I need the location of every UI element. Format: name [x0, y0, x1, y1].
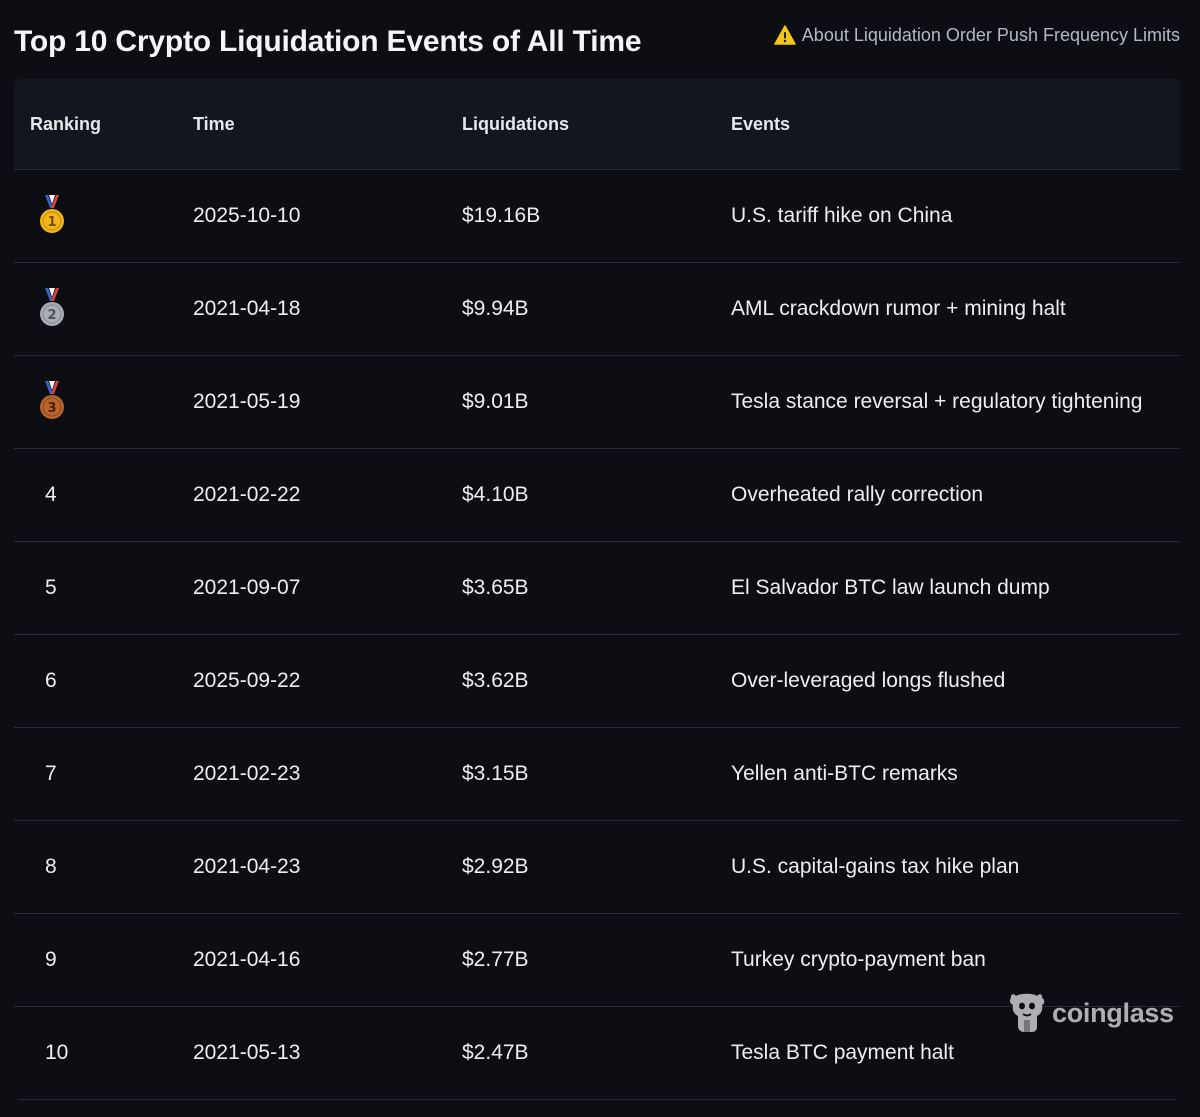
cell-liquidations: $3.15B	[462, 762, 529, 785]
cell-liquidations: $19.16B	[462, 204, 541, 227]
cell-event: El Salvador BTC law launch dump	[731, 576, 1050, 599]
cell-time: 2021-09-07	[193, 576, 301, 599]
column-header-time: Time	[193, 113, 235, 134]
column-header-liquidations: Liquidations	[462, 113, 569, 134]
column-header-events: Events	[731, 113, 791, 134]
rank-number: 10	[45, 1041, 69, 1064]
cell-event: Tesla BTC payment halt	[731, 1041, 954, 1064]
table-row: 6 2025-09-22 $3.62B Over-leveraged longs fl…	[14, 635, 1180, 728]
bronze-medal-icon: 3	[40, 381, 64, 419]
cell-rank: 5	[14, 576, 193, 600]
cell-liquidations: $4.10B	[462, 483, 529, 506]
cell-rank: 1	[14, 195, 193, 236]
cell-rank: 2	[14, 288, 193, 329]
table-body: 1 2025-10-10 $19.16B U.S. tariff hike on Ch…	[14, 170, 1180, 1100]
cell-liquidations: $2.47B	[462, 1041, 529, 1064]
table-row: 2 2021-04-18 $9.94B AML crackdown rumor + m…	[14, 263, 1180, 356]
frequency-limits-link[interactable]: About Liquidation Order Push Frequency L…	[774, 24, 1180, 46]
cell-event: Tesla stance reversal + regulatory tight…	[731, 390, 1143, 413]
rank-number: 6	[45, 669, 57, 692]
cell-rank: 10	[14, 1041, 193, 1065]
cell-event: Over-leveraged longs flushed	[731, 669, 1006, 692]
table-row: 4 2021-02-22 $4.10B Overheated rally correc…	[14, 449, 1180, 542]
cell-rank: 3	[14, 381, 193, 422]
medal-rank-number: 3	[47, 401, 56, 416]
table-row: 10 2021-05-13 $2.47B Tesla BTC payment halt	[14, 1007, 1180, 1100]
cell-time: 2021-04-18	[193, 297, 301, 320]
table-row: 3 2021-05-19 $9.01B Tesla stance reversal +…	[14, 356, 1180, 449]
cell-time: 2021-04-16	[193, 948, 301, 971]
gold-medal-icon: 1	[40, 195, 64, 233]
cell-liquidations: $3.65B	[462, 576, 529, 599]
cell-rank: 9	[14, 948, 193, 972]
cell-time: 2021-02-22	[193, 483, 301, 506]
cell-rank: 7	[14, 762, 193, 786]
cell-time: 2025-10-10	[193, 204, 301, 227]
frequency-limits-text: About Liquidation Order Push Frequency L…	[801, 25, 1180, 45]
cell-liquidations: $9.94B	[462, 297, 529, 320]
medal-rank-number: 1	[47, 215, 56, 230]
warning-icon	[774, 25, 796, 45]
rank-number: 7	[45, 762, 57, 785]
cell-event: U.S. tariff hike on China	[731, 204, 953, 227]
cell-time: 2021-02-23	[193, 762, 301, 785]
rank-number: 8	[45, 855, 57, 878]
rank-number: 9	[45, 948, 57, 971]
cell-time: 2021-05-13	[193, 1041, 301, 1064]
table-row: 7 2021-02-23 $3.15B Yellen anti-BTC remarks	[14, 728, 1180, 821]
cell-event: Yellen anti-BTC remarks	[731, 762, 958, 785]
liquidation-table: Ranking Time Liquidations Events 1 2025-1…	[14, 79, 1180, 1100]
table-row: 8 2021-04-23 $2.92B U.S. capital-gains tax …	[14, 821, 1180, 914]
page-title: Top 10 Crypto Liquidation Events of All …	[14, 25, 642, 58]
rank-number: 4	[45, 483, 57, 506]
table-header: Ranking Time Liquidations Events	[14, 79, 1180, 170]
cell-rank: 6	[14, 669, 193, 693]
rank-number: 5	[45, 576, 57, 599]
table-row: 1 2025-10-10 $19.16B U.S. tariff hike on Ch…	[14, 170, 1180, 263]
cell-time: 2021-04-23	[193, 855, 301, 878]
medal-rank-number: 2	[47, 308, 56, 323]
cell-liquidations: $9.01B	[462, 390, 529, 413]
cell-event: U.S. capital-gains tax hike plan	[731, 855, 1020, 878]
cell-event: AML crackdown rumor + mining halt	[731, 297, 1066, 320]
cell-liquidations: $2.77B	[462, 948, 529, 971]
table-row: 9 2021-04-16 $2.77B Turkey crypto-payment b…	[14, 914, 1180, 1007]
cell-time: 2025-09-22	[193, 669, 301, 692]
cell-event: Turkey crypto-payment ban	[731, 948, 986, 971]
cell-liquidations: $2.92B	[462, 855, 529, 878]
cell-event: Overheated rally correction	[731, 483, 984, 506]
column-header-ranking: Ranking	[30, 113, 102, 134]
cell-time: 2021-05-19	[193, 390, 301, 413]
silver-medal-icon: 2	[40, 288, 64, 326]
cell-rank: 8	[14, 855, 193, 879]
cell-liquidations: $3.62B	[462, 669, 529, 692]
table-row: 5 2021-09-07 $3.65B El Salvador BTC law lau…	[14, 542, 1180, 635]
cell-rank: 4	[14, 483, 193, 507]
